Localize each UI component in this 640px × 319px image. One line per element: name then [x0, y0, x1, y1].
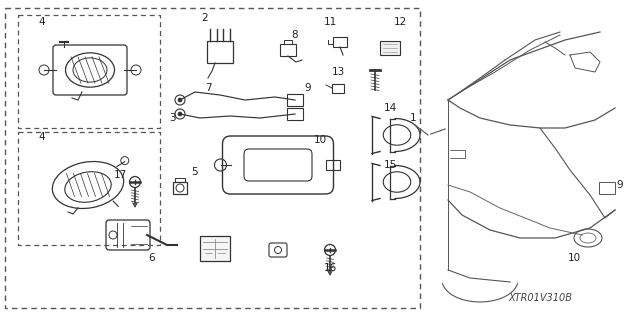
- Bar: [200, 235, 230, 261]
- Bar: [332, 84, 344, 93]
- Circle shape: [178, 112, 182, 116]
- Text: 15: 15: [383, 160, 397, 170]
- Text: 4: 4: [38, 17, 45, 27]
- Text: 16: 16: [323, 263, 337, 273]
- Text: 3: 3: [169, 113, 175, 123]
- Text: 17: 17: [113, 170, 127, 180]
- Text: 12: 12: [394, 17, 406, 27]
- Text: 10: 10: [568, 253, 580, 263]
- Bar: [380, 41, 400, 55]
- Text: 9: 9: [617, 180, 623, 190]
- Text: 10: 10: [314, 135, 326, 145]
- Bar: [287, 94, 303, 106]
- Text: 14: 14: [383, 103, 397, 113]
- Text: 6: 6: [148, 253, 156, 263]
- Text: 5: 5: [192, 167, 198, 177]
- Text: 2: 2: [202, 13, 208, 23]
- Text: 13: 13: [332, 67, 344, 77]
- Text: 1: 1: [410, 113, 416, 123]
- Text: 4: 4: [38, 132, 45, 142]
- Bar: [280, 44, 296, 56]
- Bar: [333, 37, 347, 47]
- Bar: [287, 108, 303, 120]
- Text: XTR01V310B: XTR01V310B: [508, 293, 572, 303]
- Text: 7: 7: [205, 83, 211, 93]
- Text: 11: 11: [323, 17, 337, 27]
- Bar: [207, 41, 233, 63]
- Bar: [599, 182, 615, 194]
- Bar: [326, 160, 339, 170]
- Circle shape: [178, 98, 182, 102]
- Text: 8: 8: [292, 30, 298, 40]
- Bar: [173, 182, 187, 194]
- Text: 9: 9: [305, 83, 311, 93]
